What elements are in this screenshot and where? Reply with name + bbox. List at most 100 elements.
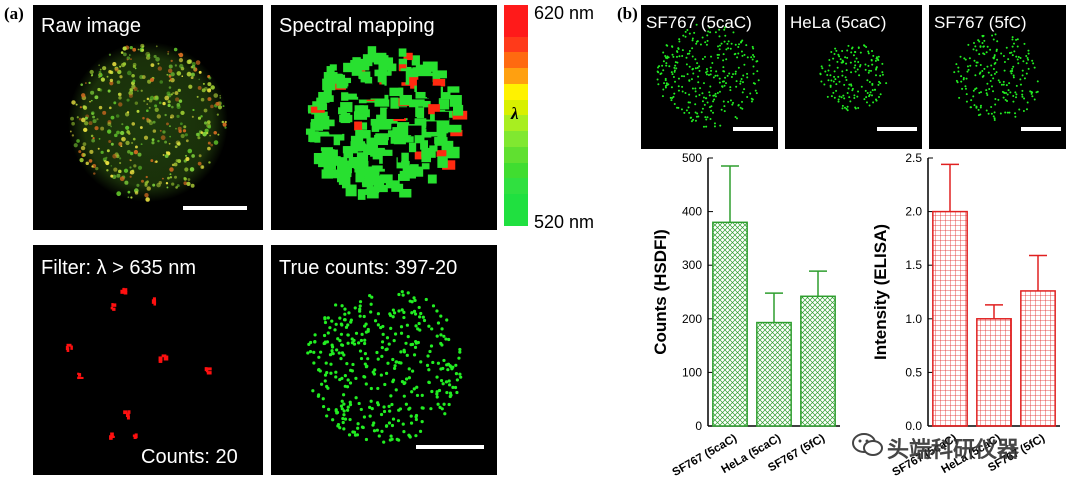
green-count-dot: [343, 312, 347, 316]
green-count-dot: [821, 67, 824, 70]
green-count-dot: [371, 423, 375, 427]
fluorescence-speckle: [191, 64, 196, 69]
green-count-dot: [412, 309, 417, 313]
green-count-dot: [667, 83, 670, 86]
green-count-dot: [334, 303, 338, 307]
green-count-dot: [695, 23, 698, 26]
green-count-dot: [685, 56, 688, 59]
green-count-dot: [400, 290, 404, 294]
fluorescence-speckle: [124, 180, 129, 185]
green-count-dot: [993, 117, 996, 120]
fluorescence-speckle: [170, 116, 172, 119]
fluorescence-speckle: [192, 108, 195, 112]
green-count-dot: [397, 292, 401, 297]
green-count-dot: [992, 38, 995, 41]
spectral-patch: [434, 118, 450, 129]
spectral-patch: [421, 163, 430, 170]
fluorescence-speckle: [127, 190, 131, 194]
green-count-dot: [660, 72, 663, 75]
green-count-dot: [446, 368, 450, 372]
green-count-dot: [972, 95, 975, 98]
green-count-dot: [323, 320, 328, 325]
fluorescence-speckle: [146, 186, 151, 191]
green-count-dot: [435, 334, 439, 338]
green-count-dot: [729, 89, 732, 92]
fluorescence-speckle: [190, 183, 195, 188]
spectral-patch: [327, 119, 335, 129]
green-count-dot: [337, 351, 341, 355]
green-count-dot: [442, 358, 446, 363]
green-count-dot: [692, 118, 695, 121]
green-count-dot: [340, 407, 344, 411]
green-count-dot: [406, 334, 410, 339]
filter-counts: Counts: 20: [141, 446, 238, 468]
fluorescence-speckle: [159, 129, 162, 132]
green-count-dot: [750, 56, 753, 59]
fluorescence-speckle: [143, 135, 149, 140]
green-count-dot: [996, 40, 999, 43]
fluorescence-speckle: [178, 57, 184, 63]
green-count-dot: [308, 349, 313, 354]
green-count-dot: [1016, 58, 1019, 61]
green-count-dot: [845, 62, 848, 65]
red-filtered-spot: [123, 410, 128, 415]
green-count-dot: [369, 310, 373, 314]
scale-bar: [733, 127, 773, 131]
green-count-dot: [718, 81, 721, 84]
fluorescence-speckle: [187, 148, 193, 154]
green-count-dot: [1013, 50, 1016, 53]
green-count-dot: [850, 51, 853, 54]
green-count-dot: [753, 55, 756, 58]
green-count-dot: [823, 83, 826, 86]
spectral-patch: [396, 133, 405, 141]
green-count-dot: [439, 333, 443, 337]
green-count-dot: [706, 34, 709, 37]
spectral-patch: [437, 131, 447, 142]
green-count-dot: [457, 356, 461, 360]
green-count-dot: [415, 385, 419, 389]
fluorescence-speckle: [88, 121, 93, 126]
green-count-dot: [1021, 69, 1024, 72]
fluorescence-speckle: [98, 76, 101, 79]
green-count-dot: [390, 402, 394, 407]
green-count-dot: [964, 85, 967, 88]
green-count-dot: [665, 62, 668, 65]
spectral-patch: [449, 95, 462, 107]
fluorescence-speckle: [191, 61, 196, 66]
fluorescence-speckle: [127, 70, 132, 76]
green-count-dot: [694, 111, 697, 114]
green-count-dot: [997, 79, 1000, 82]
green-count-dot: [441, 382, 445, 386]
green-count-dot: [348, 400, 352, 404]
green-count-dot: [403, 381, 407, 385]
fluorescence-speckle: [119, 65, 122, 68]
fluorescence-speckle: [129, 151, 134, 156]
fluorescence-speckle: [167, 103, 171, 108]
spectral-patch: [354, 121, 363, 131]
green-count-dot: [1012, 95, 1015, 98]
green-count-dot: [706, 101, 709, 104]
green-count-dot: [871, 83, 874, 86]
green-count-dot: [446, 362, 451, 366]
green-count-dot: [691, 37, 694, 40]
green-count-dot: [436, 321, 441, 325]
green-count-dot: [1022, 110, 1025, 113]
fluorescence-speckle: [196, 95, 199, 98]
green-count-dot: [877, 55, 880, 58]
green-count-dot: [832, 80, 835, 83]
green-count-dot: [702, 125, 705, 128]
fluorescence-speckle: [170, 93, 173, 96]
filter-title: Filter: λ > 635 nm: [41, 257, 197, 279]
spectral-patch: [317, 103, 328, 111]
fluorescence-speckle: [182, 129, 187, 133]
green-count-dot: [854, 70, 857, 73]
fluorescence-speckle: [166, 73, 169, 76]
spectral-patch: [314, 133, 327, 140]
green-count-dot: [844, 76, 847, 79]
spectral-gap: [386, 108, 405, 119]
image-sf767-5cac: SF767 (5caC): [641, 5, 778, 149]
fluorescence-speckle: [181, 75, 184, 77]
spectral-patch: [387, 130, 403, 138]
fluorescence-speckle: [167, 176, 170, 180]
raw-image-nucleus: [68, 42, 228, 202]
